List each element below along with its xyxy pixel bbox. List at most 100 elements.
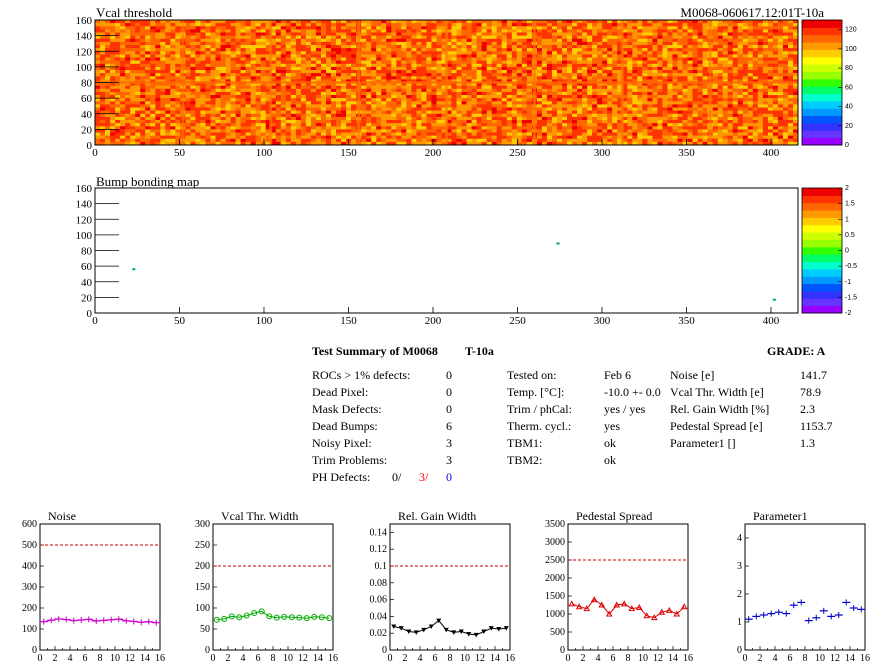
heatmap-cell bbox=[587, 38, 593, 43]
heatmap-cell bbox=[215, 101, 221, 105]
heatmap-cell bbox=[757, 51, 764, 55]
heatmap-cell bbox=[737, 85, 744, 90]
heatmap-cell bbox=[220, 63, 226, 68]
heatmap-cell bbox=[687, 107, 693, 112]
heatmap-cell bbox=[326, 110, 332, 115]
heatmap-cell bbox=[687, 91, 693, 96]
heatmap-cell bbox=[351, 98, 357, 102]
heatmap-cell bbox=[225, 60, 232, 65]
heatmap-cell bbox=[386, 32, 392, 37]
heatmap-cell bbox=[411, 73, 417, 77]
heatmap-cell bbox=[612, 26, 618, 30]
heatmap-cell bbox=[572, 66, 578, 71]
heatmap-cell bbox=[541, 70, 548, 74]
heatmap-cell bbox=[95, 73, 101, 77]
heatmap-cell bbox=[366, 88, 372, 93]
heatmap-cell bbox=[617, 104, 623, 108]
heatmap-cell bbox=[486, 85, 493, 90]
heatmap-cell bbox=[265, 45, 272, 49]
heatmap-cell bbox=[622, 73, 628, 77]
heatmap-cell bbox=[777, 66, 784, 71]
heatmap-cell bbox=[190, 76, 196, 80]
heatmap-cell bbox=[351, 88, 357, 93]
heatmap-cell bbox=[245, 120, 252, 124]
heatmap-cell bbox=[401, 63, 407, 68]
heatmap-cell bbox=[310, 126, 317, 130]
heatmap-cell bbox=[647, 85, 653, 90]
heatmap-cell bbox=[632, 29, 638, 33]
heatmap-cell bbox=[587, 101, 593, 105]
heatmap-cell bbox=[265, 60, 272, 65]
heatmap-cell bbox=[782, 88, 789, 93]
heatmap-cell bbox=[456, 107, 462, 112]
heatmap-cell bbox=[546, 120, 553, 124]
heatmap-cell bbox=[326, 88, 332, 93]
heatmap-cell bbox=[552, 113, 558, 118]
heatmap-cell bbox=[280, 82, 287, 87]
heatmap-cell bbox=[331, 110, 337, 115]
heatmap-cell bbox=[205, 51, 211, 55]
heatmap-cell bbox=[557, 95, 563, 99]
heatmap-cell bbox=[195, 57, 201, 62]
heatmap-cell bbox=[627, 82, 633, 87]
heatmap-cell bbox=[762, 48, 769, 52]
heatmap-cell bbox=[476, 95, 483, 99]
heatmap-cell bbox=[627, 126, 633, 130]
heatmap-cell bbox=[376, 38, 382, 43]
heatmap-cell bbox=[602, 54, 608, 58]
heatmap-cell bbox=[406, 88, 412, 93]
heatmap-cell bbox=[285, 123, 292, 127]
heatmap-cell bbox=[546, 29, 553, 33]
heatmap-cell bbox=[406, 104, 412, 108]
heatmap-cell bbox=[260, 116, 267, 121]
heatmap-cell bbox=[667, 41, 673, 46]
heatmap-cell bbox=[401, 51, 407, 55]
heatmap-cell bbox=[662, 85, 668, 90]
heatmap-cell bbox=[250, 20, 257, 24]
heatmap-cell bbox=[752, 54, 759, 58]
heatmap-cell bbox=[230, 82, 237, 87]
heatmap-cell bbox=[150, 107, 156, 112]
heatmap-cell bbox=[366, 45, 372, 49]
heatmap-cell bbox=[140, 82, 146, 87]
heatmap-cell bbox=[401, 48, 407, 52]
heatmap-cell bbox=[592, 54, 598, 58]
heatmap-cell bbox=[195, 73, 201, 77]
heatmap-cell bbox=[190, 54, 196, 58]
heatmap-cell bbox=[541, 85, 548, 90]
heatmap-cell bbox=[130, 51, 136, 55]
heatmap-cell bbox=[793, 120, 799, 124]
heatmap-cell bbox=[170, 35, 176, 40]
heatmap-cell bbox=[205, 107, 211, 112]
heatmap-cell bbox=[315, 91, 322, 96]
heatmap-cell bbox=[481, 20, 488, 24]
heatmap-cell bbox=[602, 29, 608, 33]
heatmap-cell bbox=[541, 129, 548, 133]
heatmap-cell bbox=[270, 107, 277, 112]
heatmap-cell bbox=[747, 76, 754, 80]
heatmap-cell bbox=[120, 104, 126, 108]
heatmap-cell bbox=[577, 26, 583, 30]
heatmap-cell bbox=[346, 98, 352, 102]
heatmap-cell bbox=[125, 126, 131, 130]
heatmap-cell bbox=[135, 41, 141, 46]
heatmap-cell bbox=[205, 57, 211, 62]
heatmap-cell bbox=[416, 116, 422, 121]
heatmap-cell bbox=[230, 101, 237, 105]
heatmap-cell bbox=[381, 95, 387, 99]
heatmap-cell bbox=[396, 57, 402, 62]
heatmap-cell bbox=[220, 73, 226, 77]
heatmap-cell bbox=[722, 29, 729, 33]
heatmap-cell bbox=[506, 107, 513, 112]
heatmap-cell bbox=[516, 38, 523, 43]
heatmap-cell bbox=[521, 45, 528, 49]
heatmap-cell bbox=[446, 51, 452, 55]
heatmap-cell bbox=[777, 95, 784, 99]
heatmap-cell bbox=[361, 82, 367, 87]
heatmap-cell bbox=[285, 85, 292, 90]
heatmap-cell bbox=[421, 63, 427, 68]
heatmap-cell bbox=[637, 76, 643, 80]
heatmap-cell bbox=[622, 66, 628, 71]
heatmap-cell bbox=[366, 120, 372, 124]
heatmap-cell bbox=[416, 45, 422, 49]
